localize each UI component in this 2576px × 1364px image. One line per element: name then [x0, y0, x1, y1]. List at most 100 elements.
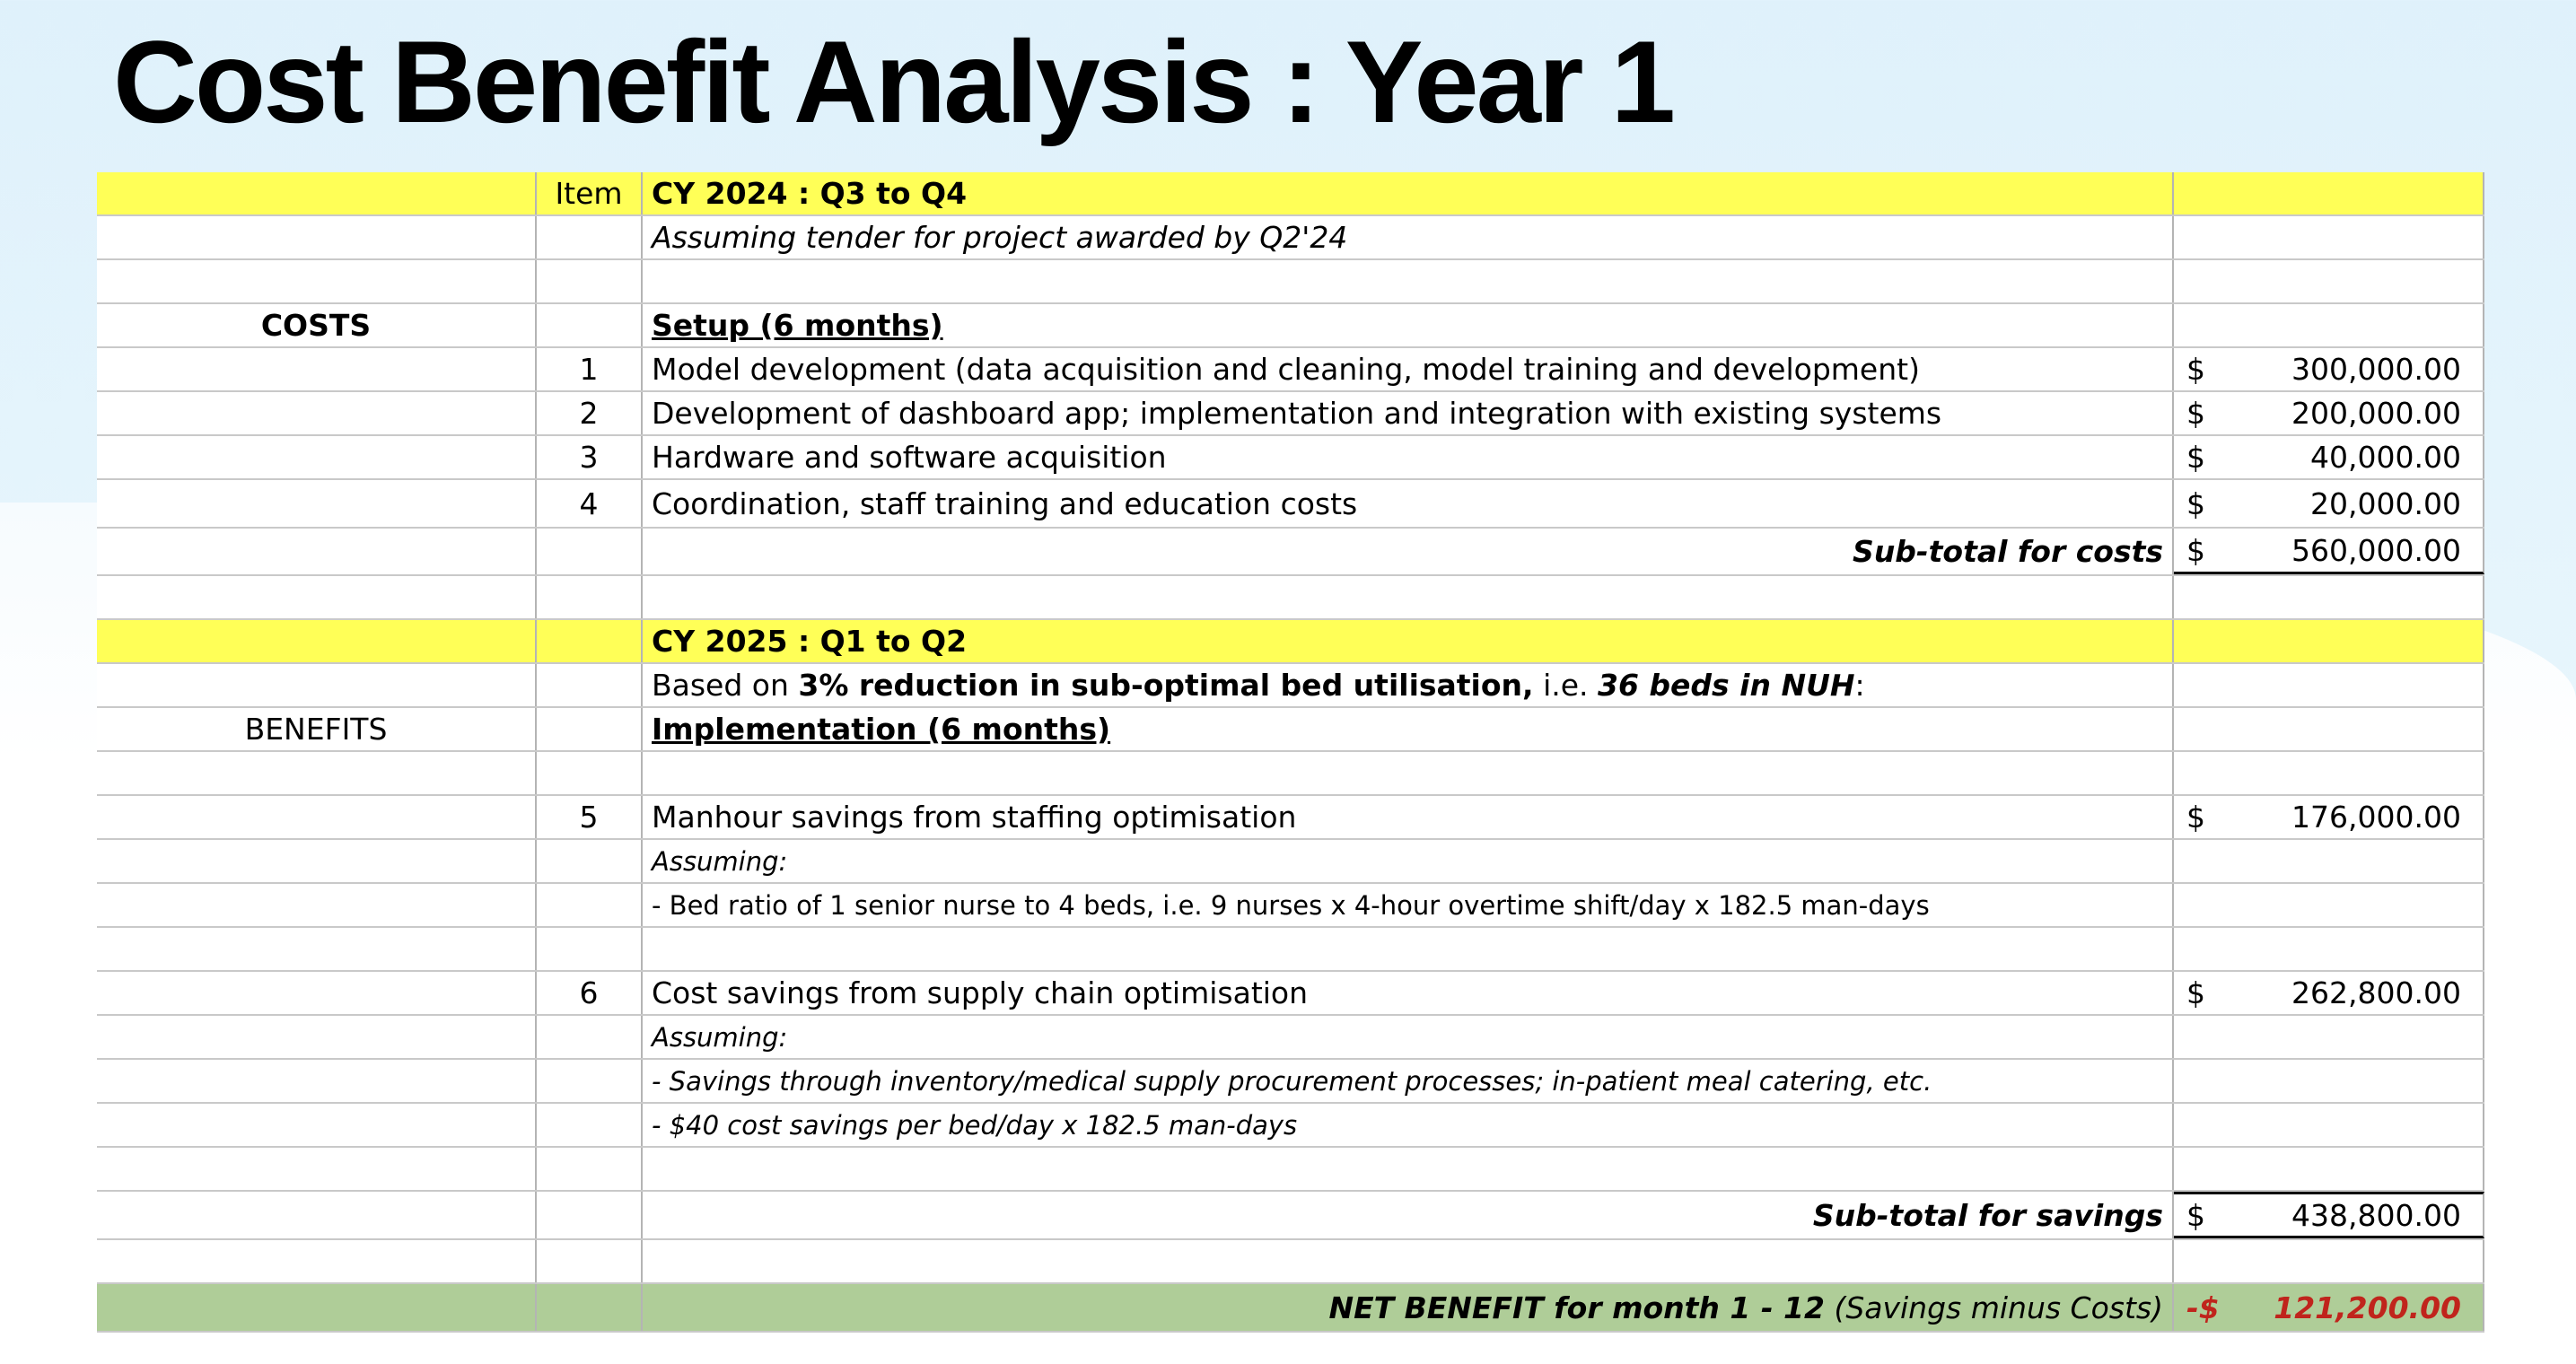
assumption-note[interactable]: - Savings through inventory/medical supp…: [643, 1060, 2174, 1102]
item-number[interactable]: 6: [537, 972, 643, 1014]
net-benefit-cell[interactable]: -$ 121,200.00: [2174, 1284, 2484, 1331]
based-on-note[interactable]: Based on 3% reduction in sub-optimal bed…: [643, 664, 2174, 706]
item-number[interactable]: 2: [537, 392, 643, 434]
cell[interactable]: [643, 752, 2174, 794]
cell[interactable]: [537, 1016, 643, 1058]
item-description[interactable]: Model development (data acquisition and …: [643, 348, 2174, 390]
cell[interactable]: [643, 1240, 2174, 1282]
cell[interactable]: [97, 1060, 537, 1102]
assuming-label[interactable]: Assuming:: [643, 840, 2174, 882]
cell[interactable]: [537, 620, 643, 662]
net-benefit-label[interactable]: NET BENEFIT for month 1 - 12 (Savings mi…: [643, 1284, 2174, 1331]
item-description[interactable]: Coordination, staff training and educati…: [643, 480, 2174, 527]
cy2024-heading[interactable]: CY 2024 : Q3 to Q4: [643, 172, 2174, 214]
cell[interactable]: [537, 1284, 643, 1331]
item-number[interactable]: 5: [537, 796, 643, 838]
cell[interactable]: [97, 436, 537, 478]
cell[interactable]: [643, 260, 2174, 302]
item-description[interactable]: Hardware and software acquisition: [643, 436, 2174, 478]
cy2025-heading[interactable]: CY 2025 : Q1 to Q2: [643, 620, 2174, 662]
item-amount-cell[interactable]: $262,800.00: [2174, 972, 2484, 1014]
cell[interactable]: [537, 664, 643, 706]
cell[interactable]: [97, 1148, 537, 1190]
cell[interactable]: [537, 1148, 643, 1190]
item-number[interactable]: 4: [537, 480, 643, 527]
subtotal-savings-label[interactable]: Sub-total for savings: [643, 1192, 2174, 1238]
subtotal-costs-cell[interactable]: $560,000.00: [2174, 529, 2484, 574]
cell[interactable]: [2174, 752, 2484, 794]
cell[interactable]: [537, 708, 643, 750]
cell[interactable]: [97, 529, 537, 574]
item-description[interactable]: Cost savings from supply chain optimisat…: [643, 972, 2174, 1014]
cell[interactable]: [97, 1104, 537, 1146]
cell[interactable]: [537, 928, 643, 970]
item-amount-cell[interactable]: $300,000.00: [2174, 348, 2484, 390]
item-column-header[interactable]: Item: [537, 172, 643, 214]
cell[interactable]: [2174, 664, 2484, 706]
cell[interactable]: [97, 1284, 537, 1331]
item-amount-cell[interactable]: $200,000.00: [2174, 392, 2484, 434]
cell[interactable]: [2174, 928, 2484, 970]
cell[interactable]: [2174, 172, 2484, 214]
cell[interactable]: [2174, 260, 2484, 302]
costs-section-label[interactable]: COSTS: [97, 304, 537, 346]
cell[interactable]: [2174, 304, 2484, 346]
cell[interactable]: [97, 752, 537, 794]
cell[interactable]: [97, 216, 537, 258]
item-description[interactable]: Manhour savings from staffing optimisati…: [643, 796, 2174, 838]
item-amount-cell[interactable]: $20,000.00: [2174, 480, 2484, 527]
cell[interactable]: [2174, 1240, 2484, 1282]
cell[interactable]: [2174, 1148, 2484, 1190]
cell[interactable]: [537, 840, 643, 882]
assuming-label[interactable]: Assuming:: [643, 1016, 2174, 1058]
benefits-section-label[interactable]: BENEFITS: [97, 708, 537, 750]
cell[interactable]: [537, 1060, 643, 1102]
cell[interactable]: [2174, 1016, 2484, 1058]
subtotal-savings-cell[interactable]: $438,800.00: [2174, 1192, 2484, 1238]
cell[interactable]: [2174, 576, 2484, 618]
cell[interactable]: [537, 1240, 643, 1282]
cell[interactable]: [97, 620, 537, 662]
cell[interactable]: [537, 304, 643, 346]
cell[interactable]: [97, 1240, 537, 1282]
cell[interactable]: [97, 1016, 537, 1058]
cell[interactable]: [97, 348, 537, 390]
cell[interactable]: [97, 480, 537, 527]
subtotal-costs-label[interactable]: Sub-total for costs: [643, 529, 2174, 574]
cell[interactable]: [97, 928, 537, 970]
cell[interactable]: [97, 260, 537, 302]
cell[interactable]: [97, 796, 537, 838]
cell[interactable]: [2174, 840, 2484, 882]
item-amount-cell[interactable]: $40,000.00: [2174, 436, 2484, 478]
cell[interactable]: [537, 260, 643, 302]
cell[interactable]: [2174, 216, 2484, 258]
cell[interactable]: [537, 884, 643, 926]
cell[interactable]: [97, 840, 537, 882]
cell[interactable]: [643, 928, 2174, 970]
cell[interactable]: [537, 576, 643, 618]
setup-heading[interactable]: Setup (6 months): [643, 304, 2174, 346]
cell[interactable]: [537, 1104, 643, 1146]
cell[interactable]: [97, 664, 537, 706]
cell[interactable]: [537, 1192, 643, 1238]
cell[interactable]: [2174, 620, 2484, 662]
cell[interactable]: [97, 172, 537, 214]
cell[interactable]: [2174, 1104, 2484, 1146]
cell[interactable]: [2174, 884, 2484, 926]
cell[interactable]: [2174, 1060, 2484, 1102]
assumption-2024[interactable]: Assuming tender for project awarded by Q…: [643, 216, 2174, 258]
item-number[interactable]: 3: [537, 436, 643, 478]
assumption-note[interactable]: - Bed ratio of 1 senior nurse to 4 beds,…: [643, 884, 2174, 926]
cell[interactable]: [97, 972, 537, 1014]
cell[interactable]: [537, 216, 643, 258]
implementation-heading[interactable]: Implementation (6 months): [643, 708, 2174, 750]
cell[interactable]: [643, 1148, 2174, 1190]
cell[interactable]: [2174, 708, 2484, 750]
cell[interactable]: [537, 529, 643, 574]
cell[interactable]: [643, 576, 2174, 618]
cell[interactable]: [97, 392, 537, 434]
cell[interactable]: [97, 576, 537, 618]
item-amount-cell[interactable]: $176,000.00: [2174, 796, 2484, 838]
item-number[interactable]: 1: [537, 348, 643, 390]
cell[interactable]: [537, 752, 643, 794]
